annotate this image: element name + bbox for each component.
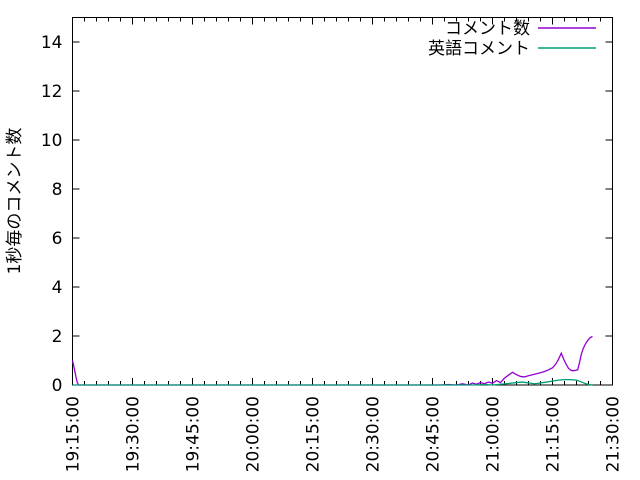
legend-label: コメント数: [445, 19, 530, 39]
x-tick-label: 20:00:00: [244, 396, 264, 472]
y-tick-label: 2: [52, 327, 63, 347]
y-tick-label: 14: [41, 33, 63, 53]
x-axis-ticks: [71, 17, 614, 385]
x-tick-label: 19:45:00: [184, 396, 204, 472]
x-tick-label: 19:15:00: [64, 396, 84, 472]
y-tick-label: 0: [52, 376, 63, 396]
x-tick-label: 21:15:00: [544, 396, 564, 472]
y-axis-title: 1秒毎のコメント数: [5, 128, 25, 275]
x-tick-label: 21:30:00: [604, 396, 624, 472]
x-tick-label: 20:45:00: [424, 396, 444, 472]
data-series-group: [71, 335, 593, 386]
x-tick-label: 21:00:00: [484, 396, 504, 472]
y-axis-tick-labels: 0 2 4 6 8 10 12 14: [41, 33, 63, 396]
y-tick-label: 12: [41, 82, 63, 102]
x-tick-label: 19:30:00: [124, 396, 144, 472]
series-line: [72, 378, 593, 386]
y-tick-label: 4: [52, 278, 63, 298]
x-tick-label: 20:30:00: [364, 396, 384, 472]
y-tick-label: 8: [52, 180, 63, 200]
legend-label: 英語コメント: [428, 39, 530, 59]
x-axis-tick-labels: 19:15:00 19:30:00 19:45:00 20:00:00 20:15:00…: [64, 396, 624, 472]
y-tick-label: 6: [52, 229, 63, 249]
y-tick-label: 10: [41, 131, 63, 151]
x-tick-label: 20:15:00: [304, 396, 324, 472]
